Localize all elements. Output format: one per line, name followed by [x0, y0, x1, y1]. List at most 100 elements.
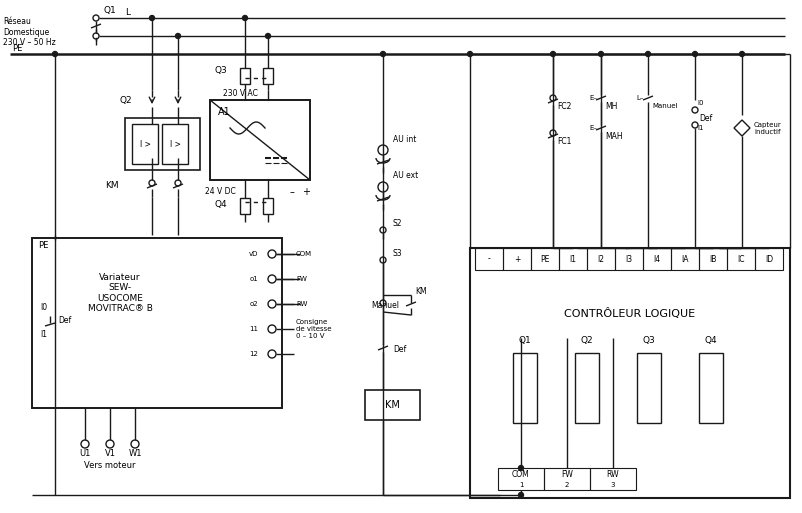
- Text: PE: PE: [12, 44, 22, 52]
- Text: U1: U1: [79, 449, 91, 459]
- Text: +: +: [302, 187, 310, 197]
- Text: I3: I3: [625, 254, 632, 264]
- Text: Manuel: Manuel: [651, 103, 677, 109]
- Bar: [558, 248, 586, 270]
- Text: Q3: Q3: [642, 337, 654, 345]
- Text: Q2: Q2: [119, 95, 132, 105]
- Bar: [263, 198, 273, 214]
- Text: I1: I1: [696, 125, 703, 131]
- Text: vD: vD: [249, 251, 257, 257]
- Text: 3: 3: [610, 482, 614, 488]
- Text: –: –: [290, 187, 294, 197]
- Text: Q2: Q2: [580, 337, 593, 345]
- Text: V1: V1: [104, 449, 115, 459]
- Bar: [263, 68, 273, 84]
- Text: IA: IA: [680, 254, 688, 264]
- Text: E–: E–: [588, 125, 596, 131]
- Text: 11: 11: [249, 326, 257, 332]
- Bar: [670, 248, 698, 270]
- Circle shape: [380, 51, 385, 56]
- Bar: [240, 198, 249, 214]
- Circle shape: [518, 465, 523, 470]
- Text: RW: RW: [296, 301, 307, 307]
- Text: Q4: Q4: [704, 337, 716, 345]
- Text: PE: PE: [38, 242, 48, 250]
- Bar: [642, 248, 670, 270]
- Circle shape: [518, 492, 523, 498]
- Text: I >: I >: [169, 140, 180, 148]
- Text: A1: A1: [217, 107, 230, 117]
- Bar: [497, 468, 543, 490]
- Text: MAH: MAH: [604, 131, 622, 141]
- Bar: [589, 468, 635, 490]
- Text: 1: 1: [518, 482, 523, 488]
- Text: Q4: Q4: [215, 201, 227, 209]
- Text: o1: o1: [249, 276, 257, 282]
- Circle shape: [467, 51, 472, 56]
- Text: 2: 2: [564, 482, 569, 488]
- Circle shape: [265, 33, 270, 38]
- Text: Consigne
de vitesse
0 – 10 V: Consigne de vitesse 0 – 10 V: [296, 319, 331, 339]
- Text: KM: KM: [105, 182, 119, 190]
- Text: 24 V DC: 24 V DC: [205, 187, 236, 196]
- Circle shape: [52, 51, 58, 56]
- Text: FC1: FC1: [557, 136, 571, 146]
- Bar: [530, 248, 558, 270]
- Text: S2: S2: [392, 220, 402, 228]
- Text: 12: 12: [249, 351, 257, 357]
- Bar: [614, 248, 642, 270]
- Text: 230 V AC: 230 V AC: [222, 89, 257, 97]
- Text: I0: I0: [40, 304, 47, 312]
- Bar: [502, 248, 530, 270]
- Bar: [698, 353, 722, 423]
- Text: I1: I1: [569, 254, 576, 264]
- Text: COM: COM: [512, 470, 529, 480]
- Text: FW: FW: [561, 470, 572, 480]
- Bar: [240, 68, 249, 84]
- Bar: [32, 238, 282, 408]
- Bar: [475, 248, 502, 270]
- Text: Q1: Q1: [103, 6, 116, 14]
- Bar: [586, 248, 614, 270]
- Bar: [543, 468, 589, 490]
- Bar: [754, 248, 782, 270]
- Circle shape: [739, 51, 743, 56]
- Text: Vers moteur: Vers moteur: [84, 462, 136, 470]
- Text: PE: PE: [540, 254, 549, 264]
- Bar: [132, 124, 158, 164]
- Circle shape: [597, 51, 603, 56]
- Text: Def: Def: [392, 345, 406, 354]
- Text: I4: I4: [653, 254, 660, 264]
- Text: W1: W1: [128, 449, 142, 459]
- Text: COM: COM: [296, 251, 312, 257]
- Text: KM: KM: [415, 287, 426, 297]
- Text: FC2: FC2: [557, 102, 571, 110]
- Text: Capteur
inductif: Capteur inductif: [753, 122, 781, 134]
- Circle shape: [645, 51, 650, 56]
- Bar: [574, 353, 598, 423]
- Text: I1: I1: [40, 330, 47, 340]
- Text: I0: I0: [696, 100, 703, 106]
- Text: MH: MH: [604, 102, 617, 110]
- Text: CONTRÔLEUR LOGIQUE: CONTRÔLEUR LOGIQUE: [564, 307, 695, 319]
- Text: Q3: Q3: [215, 66, 228, 74]
- Bar: [636, 353, 660, 423]
- Text: ID: ID: [764, 254, 772, 264]
- Circle shape: [550, 51, 555, 56]
- Bar: [210, 100, 310, 180]
- Text: I2: I2: [597, 254, 604, 264]
- Text: +: +: [513, 254, 520, 264]
- Text: Réseau
Domestique
230 V – 50 Hz: Réseau Domestique 230 V – 50 Hz: [3, 17, 55, 47]
- Text: KM: KM: [385, 400, 399, 410]
- Bar: [365, 390, 419, 420]
- Text: L: L: [125, 8, 130, 16]
- Text: E–: E–: [588, 95, 596, 101]
- Bar: [698, 248, 726, 270]
- Text: IB: IB: [708, 254, 716, 264]
- Text: o2: o2: [249, 301, 257, 307]
- Text: Def: Def: [698, 113, 711, 123]
- Bar: [162, 124, 188, 164]
- Circle shape: [242, 15, 247, 21]
- Circle shape: [691, 51, 697, 56]
- Text: AU int: AU int: [392, 134, 416, 144]
